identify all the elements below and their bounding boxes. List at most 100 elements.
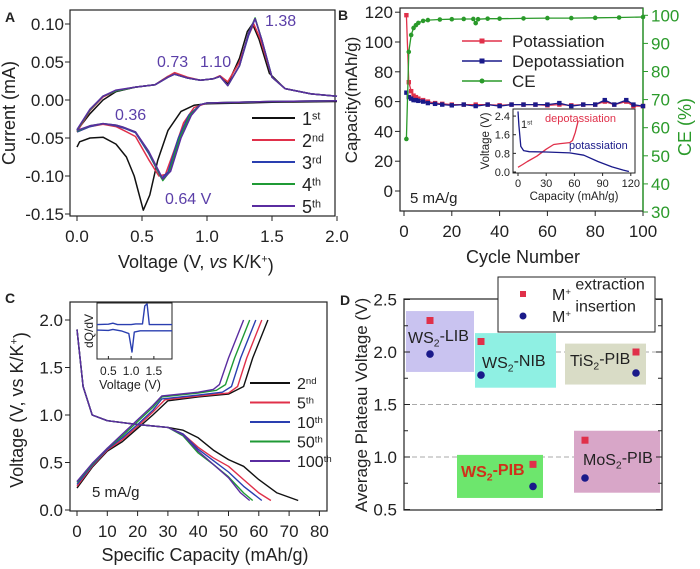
ce-point [461, 16, 467, 22]
capacity-point [420, 99, 426, 104]
legend-label: 3rd [302, 153, 322, 173]
legend-extraction-label-part: + [565, 287, 571, 298]
inset-x-tick-label: 0.5 [100, 364, 117, 378]
capacity-point [411, 97, 416, 103]
material-box [475, 333, 556, 388]
legend-label-part: st [312, 111, 320, 123]
ce-point [425, 17, 431, 23]
y2-tick-label: 70 [651, 91, 670, 110]
insertion-point [632, 369, 640, 377]
capacity-point [408, 88, 414, 94]
legend-label-part: th [306, 396, 314, 407]
capacity-point [497, 103, 502, 109]
peak-annotation: 1.10 [200, 54, 231, 71]
y-tick-label: 0.5 [39, 454, 63, 473]
inset-label-depotassiation: depotassiation [545, 113, 616, 125]
ce-point [437, 17, 443, 22]
y-tick-label: 1.5 [39, 359, 63, 378]
legend-insertion-marker [519, 312, 527, 320]
inset-anodic-trace [96, 303, 173, 326]
cv-anodic-cycle-5 [76, 17, 338, 131]
legend-label: 1st [302, 109, 320, 129]
y-tick-label: 60 [374, 93, 393, 112]
capacity-point [413, 97, 419, 103]
x-tick-label: 100 [629, 222, 657, 241]
material-label-part: -PIB [493, 462, 525, 479]
inset-cathodic-trace [96, 328, 173, 353]
y-axis-title: Capacity(mAh/g) [342, 37, 361, 164]
x-tick-label: 40 [490, 222, 509, 241]
material-box [457, 454, 543, 498]
y-axis-title: Current (mA) [0, 61, 19, 165]
inset-x-title: Capacity (mAh/g) [530, 191, 619, 203]
ce-point [416, 20, 421, 26]
panel-label: A [5, 9, 15, 25]
inset-y-tick-label: 0.8 [495, 148, 510, 160]
inset-x-title: Voltage (V) [99, 378, 161, 392]
material-label-part: WS [482, 355, 508, 372]
y-axis-title-part: ) [11, 332, 31, 338]
panel-label: B [338, 7, 348, 23]
legend-insertion-label-part: M [552, 309, 565, 326]
y-tick-label: -0.05 [25, 129, 64, 148]
capacity-point [408, 96, 414, 101]
capacity-point [432, 101, 438, 107]
y2-tick-label: 50 [651, 147, 670, 166]
y-tick-label: 2.5 [373, 291, 397, 310]
legend-label-part: 1 [302, 109, 312, 129]
inset-cycle-label-part: 1 [521, 119, 527, 131]
capacity-point [509, 102, 514, 107]
ce-point [485, 16, 490, 21]
y-tick-label: 40 [374, 122, 393, 141]
x-axis-title: Voltage (V, vs K/K+) [118, 252, 274, 276]
ce-point [473, 20, 479, 26]
cv-cathodic-cycle-5 [76, 100, 338, 180]
material-label-part: WS [461, 464, 487, 481]
y-tick-label: 0.05 [31, 53, 64, 72]
legend-insertion-label-part: + [565, 309, 571, 320]
y2-tick-label: 40 [651, 175, 670, 194]
y-tick-label: 80 [374, 63, 393, 82]
y-tick-label: 0.5 [373, 501, 397, 520]
legend-label-part: 100 [297, 454, 324, 471]
current-density-label: 5 mA/g [410, 190, 458, 207]
legend-marker [479, 78, 485, 84]
x-tick-label: 80 [310, 522, 329, 541]
legend-label: 50th [297, 435, 323, 452]
legend-label-part: 4 [302, 175, 312, 195]
inset-frame [512, 108, 636, 174]
material-label-part: MoS [583, 452, 616, 469]
legend-label-part: th [324, 454, 332, 465]
capacity-point [521, 102, 526, 107]
material-label-part: -NIB [514, 353, 546, 370]
capacity-point [413, 94, 419, 100]
material-label-part: 2 [616, 461, 622, 472]
ce-point [404, 136, 409, 142]
legend-extraction-label: M+ extraction [552, 277, 645, 304]
inset-y-title: Voltage (V) [480, 112, 492, 169]
inset-cycle-label: 1st [521, 119, 532, 131]
x-axis-title-part: ) [268, 256, 274, 276]
capacity-point [557, 100, 562, 106]
current-density-label: 5 mA/g [92, 484, 140, 501]
legend-label-part: 50 [297, 435, 315, 452]
ce-point [449, 16, 455, 22]
capacity-point [416, 98, 421, 104]
plot-frame [69, 9, 336, 217]
capacity-point [624, 97, 629, 103]
legend-label: Potassiation [512, 32, 605, 51]
inset-y-tick-label: 1.6 [495, 130, 510, 142]
capacity-point [631, 102, 636, 107]
y2-tick-label: 30 [651, 203, 670, 222]
y-tick-label: 0 [384, 182, 393, 201]
capacity-point [569, 103, 574, 109]
legend-extraction-label-part: M [552, 287, 565, 304]
x-tick-label: 0 [399, 222, 408, 241]
material-label-part: 2 [487, 473, 493, 484]
extraction-point [529, 460, 537, 468]
legend-label: CE [512, 72, 536, 91]
inset-potassiation-curve [517, 111, 630, 173]
material-label-part: WS [408, 330, 434, 347]
panel-a-cv: 0.0 0.5 1.0 1.5 2.0 0.10 0.05 0.00 -0.05 -0.10 -0.… [0, 9, 349, 276]
